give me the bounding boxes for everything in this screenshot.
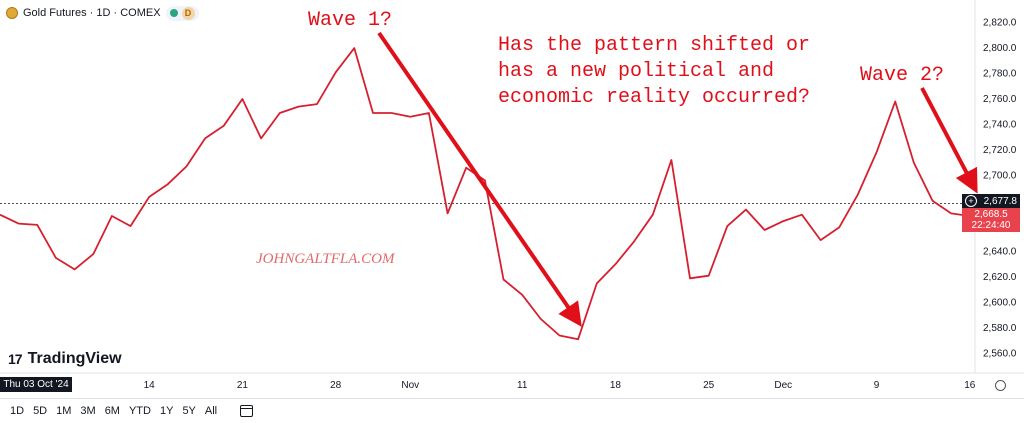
y-tick-label: 2,560.0 (983, 348, 1017, 359)
time-axis: 14 21 28 Nov 11 18 25 Dec 9 16 (144, 380, 976, 391)
x-tick-label: 16 (964, 380, 976, 391)
bar-countdown: 22:24:40 (971, 220, 1011, 231)
timeframe-1m[interactable]: 1M (56, 405, 72, 417)
timeframe-3m[interactable]: 3M (80, 405, 96, 417)
timeframe-5d[interactable]: 5D (33, 405, 48, 417)
symbol-title: Gold Futures · 1D · COMEX (23, 7, 161, 19)
y-tick-label: 2,740.0 (983, 119, 1017, 130)
question-line-1: Has the pattern shifted or (498, 34, 810, 57)
y-tick-label: 2,600.0 (983, 297, 1017, 308)
status-badge: D (181, 6, 195, 20)
timeframe-5y[interactable]: 5Y (182, 405, 196, 417)
current-price-tag: 2,668.5 22:24:40 (962, 208, 1020, 232)
last-price-value: 2,677.8 (983, 195, 1017, 207)
y-tick-label: 2,720.0 (983, 145, 1017, 156)
x-tick-label: Nov (401, 380, 419, 391)
tradingview-mark-icon: 17 (8, 351, 23, 367)
x-tick-label: Dec (774, 380, 792, 391)
y-tick-label: 2,700.0 (983, 170, 1017, 181)
x-tick-label: 28 (330, 380, 342, 391)
market-status-pill[interactable]: D (165, 5, 199, 21)
y-tick-label: 2,620.0 (983, 272, 1017, 283)
wave1-arrow (377, 31, 582, 327)
gear-icon[interactable] (995, 380, 1006, 391)
wave1-label: Wave 1? (308, 9, 392, 32)
y-tick-label: 2,760.0 (983, 94, 1017, 105)
x-tick-label: 25 (703, 380, 715, 391)
x-tick-label: 21 (237, 380, 249, 391)
timeframe-1y[interactable]: 1Y (159, 405, 174, 417)
wave2-arrow (920, 87, 978, 194)
tradingview-logo[interactable]: 17 TradingView (8, 350, 122, 368)
x-tick-label: 9 (874, 380, 880, 391)
y-tick-label: 2,780.0 (983, 69, 1017, 80)
question-line-3: economic reality occurred? (498, 86, 810, 109)
market-open-icon (169, 9, 178, 17)
wave2-label: Wave 2? (860, 64, 944, 87)
timeframe-toolbar: 1D 5D 1M 3M 6M YTD 1Y 5Y All (0, 398, 1024, 423)
current-price-value: 2,668.5 (974, 209, 1008, 220)
tradingview-name: TradingView (27, 350, 122, 367)
cursor-date-badge: Thu 03 Oct '24 (0, 377, 72, 392)
timeframe-1d[interactable]: 1D (10, 405, 25, 417)
x-tick-label: 11 (517, 380, 528, 391)
gold-coin-icon (6, 7, 18, 19)
x-tick-label: 18 (610, 380, 622, 391)
y-tick-label: 2,820.0 (983, 18, 1017, 29)
gold-price-line (0, 47, 989, 341)
x-tick-label: 14 (144, 380, 156, 391)
timeframe-6m[interactable]: 6M (104, 405, 120, 417)
question-line-2: has a new political and (498, 60, 774, 83)
timeframe-ytd[interactable]: YTD (128, 405, 151, 417)
calendar-icon[interactable] (240, 405, 254, 417)
price-axis: 2,820.0 2,800.0 2,780.0 2,760.0 2,740.0 2,720… (983, 18, 1017, 360)
y-tick-label: 2,800.0 (983, 43, 1017, 54)
watermark-text: JOHNGALTFLA.COM (256, 251, 396, 267)
y-tick-label: 2,640.0 (983, 247, 1017, 258)
y-tick-label: 2,580.0 (983, 323, 1017, 334)
add-alert-icon[interactable]: + (965, 195, 977, 207)
timeframe-all[interactable]: All (204, 405, 218, 417)
symbol-header[interactable]: Gold Futures · 1D · COMEX D (6, 5, 199, 21)
last-price-tag[interactable]: + 2,677.8 (962, 194, 1020, 208)
